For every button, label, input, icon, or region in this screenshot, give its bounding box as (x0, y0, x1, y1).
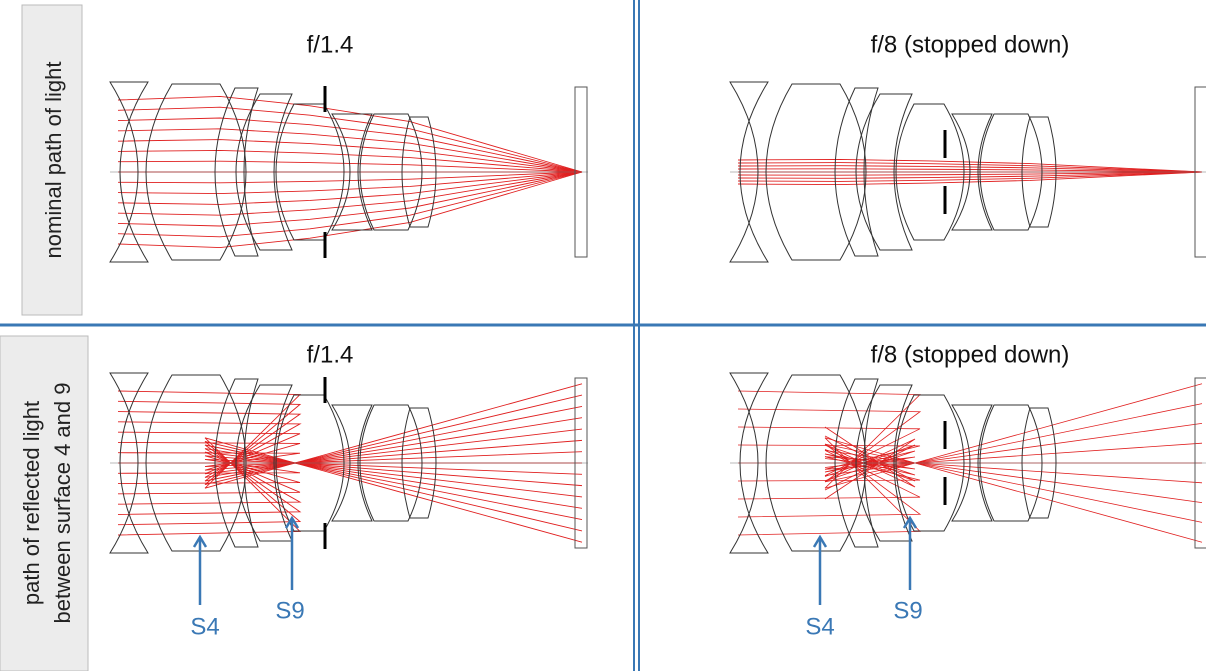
row-label: nominal path of light (41, 62, 66, 259)
surface-label: S9 (275, 597, 304, 624)
row-label: path of reflected light (19, 401, 44, 605)
surface-label: S4 (190, 613, 219, 640)
row-label: between surface 4 and 9 (50, 383, 75, 624)
panel-title: f/1.4 (307, 31, 354, 58)
surface-label: S9 (893, 597, 922, 624)
panel-title: f/8 (stopped down) (871, 31, 1070, 58)
surface-label: S4 (805, 613, 834, 640)
panel-title: f/1.4 (307, 341, 354, 368)
panel-title: f/8 (stopped down) (871, 341, 1070, 368)
page: nominal path of light path of reflected … (0, 0, 1206, 671)
